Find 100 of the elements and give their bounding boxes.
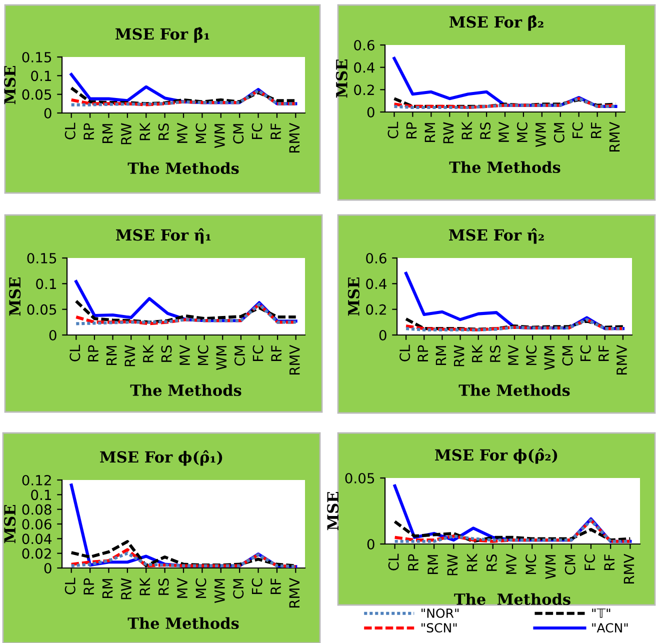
x-axis-title: The Methods (454, 593, 570, 606)
x-tick-label: RP (418, 345, 428, 362)
x-tick-label: RK (140, 577, 150, 596)
chart-title: MSE For ϕ(ρ̂₂) (435, 448, 558, 464)
x-tick-label: FC (252, 123, 262, 140)
y-tick-label: 0.08 (22, 504, 52, 515)
x-tick-label: RF (271, 346, 282, 361)
x-tick-label: RP (88, 345, 98, 362)
x-axis-title: The Methods (128, 162, 239, 174)
x-tick-label: RMV (290, 344, 300, 374)
x-tick-label: RM (428, 555, 438, 574)
y-axis-title: MSE (4, 66, 16, 104)
y-tick-label: 0.04 (22, 534, 52, 544)
x-tick-label: RS (490, 345, 500, 362)
x-tick-label: FC (252, 345, 264, 362)
y-axis-title: MSE (336, 59, 348, 98)
x-tick-label: RM (424, 123, 435, 142)
x-tick-label: CL (400, 344, 410, 362)
y-tick-label: 0.05 (345, 472, 374, 484)
x-tick-label: RK (462, 121, 472, 140)
x-tick-label: FC (584, 554, 595, 570)
x-tick-label: MC (196, 578, 206, 598)
x-axis-title: The Methods (128, 617, 239, 630)
x-tick-label: WM (545, 555, 556, 579)
x-tick-label: RF (270, 578, 281, 594)
legend-label: "ACN" (592, 623, 628, 633)
x-tick-label: CM (554, 123, 564, 143)
y-tick-label: 0.4 (366, 278, 386, 290)
x-tick-label: CL (70, 344, 80, 362)
y-tick-label: 0.12 (22, 474, 51, 486)
x-axis-title: The Methods (449, 161, 560, 174)
x-tick-label: RMV (616, 344, 627, 374)
y-tick-label: 0 (379, 330, 386, 340)
x-tick-label: MC (526, 554, 536, 574)
chart-title: MSE For η̂₁ (116, 228, 211, 244)
x-tick-label: MC (196, 123, 206, 144)
x-tick-label: RMV (624, 554, 634, 584)
x-tick-label: RM (102, 124, 113, 143)
y-tick-label: 0 (367, 106, 374, 118)
y-tick-label: 0 (44, 562, 52, 574)
x-tick-label: RK (466, 553, 478, 572)
chart-title: MSE For β̂₂ (449, 15, 544, 31)
x-tick-label: RP (84, 123, 94, 140)
x-tick-label: RK (143, 344, 154, 362)
x-tick-label: CL (64, 122, 76, 140)
x-tick-label: FC (580, 345, 591, 362)
y-tick-label: 0.6 (366, 252, 386, 264)
x-tick-label: CM (234, 346, 245, 366)
y-tick-label: 0.1 (31, 490, 51, 500)
y-axis-title: MSE (348, 277, 360, 316)
y-tick-label: 0.15 (22, 52, 52, 62)
x-tick-label: RP (406, 122, 417, 138)
line-series (70, 548, 298, 568)
x-tick-label: CM (564, 555, 576, 575)
x-tick-label: WM (536, 123, 546, 147)
x-axis-title: The Methods (458, 384, 570, 396)
x-tick-label: RS (161, 345, 172, 362)
line-series (70, 86, 298, 106)
x-tick-label: MV (177, 578, 188, 598)
y-axis-title: MSE (9, 277, 21, 316)
x-tick-label: RF (604, 554, 614, 570)
line-series (70, 552, 298, 568)
y-tick-label: 0.1 (36, 278, 56, 290)
x-tick-label: RS (158, 578, 169, 595)
x-tick-label: WM (216, 346, 226, 370)
x-tick-label: MV (498, 122, 509, 142)
x-tick-label: MC (516, 122, 528, 142)
x-tick-label: RW (121, 123, 132, 144)
x-tick-label: MV (508, 344, 518, 365)
x-axis-title: The Methods (130, 384, 242, 396)
x-tick-label: RM (436, 346, 446, 365)
x-tick-label: RMV (289, 578, 300, 608)
x-tick-label: CL (64, 578, 76, 594)
x-tick-label: RF (598, 346, 609, 361)
x-tick-label: CM (233, 124, 244, 144)
x-tick-label: MV (180, 344, 190, 365)
x-tick-label: RP (84, 578, 94, 594)
y-tick-label: 0.06 (22, 518, 52, 530)
y-tick-label: 0.6 (354, 40, 374, 50)
legend-label: "NOR" (422, 608, 459, 618)
x-tick-label: WM (214, 124, 225, 148)
x-tick-label: MV (177, 122, 188, 143)
y-tick-label: 0.2 (354, 84, 374, 96)
x-tick-label: RMV (289, 122, 300, 152)
x-tick-label: CL (388, 122, 398, 138)
chart-title: MSE For ϕ(ρ̂₁) (100, 450, 222, 466)
x-tick-label: MV (506, 554, 516, 574)
x-tick-label: RW (121, 578, 132, 600)
x-tick-label: RK (140, 122, 150, 140)
y-tick-label: 0 (44, 108, 52, 118)
x-tick-label: RW (124, 345, 135, 366)
x-tick-label: RM (106, 346, 117, 365)
x-tick-label: RMV (609, 122, 620, 152)
x-tick-label: RS (480, 122, 491, 139)
x-tick-label: CM (233, 579, 244, 599)
x-tick-label: MC (526, 345, 537, 366)
y-tick-label: 0.2 (366, 304, 386, 315)
x-tick-label: FC (252, 578, 262, 594)
chart-title: MSE For β̂₁ (115, 27, 210, 43)
x-tick-label: WM (544, 346, 554, 370)
